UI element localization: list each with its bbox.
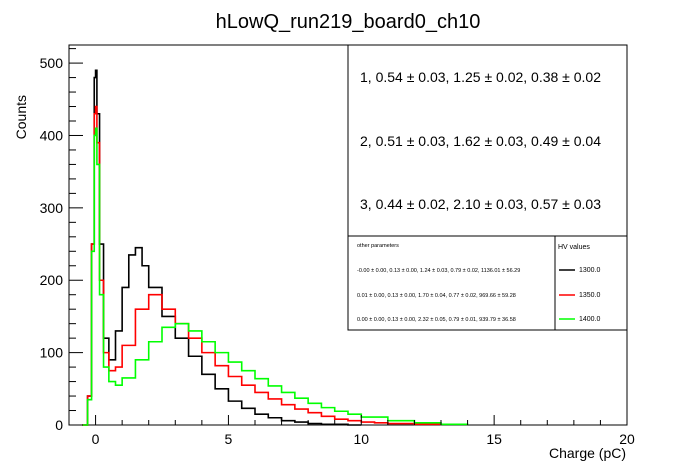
legend-entry-label: 1400.0 (579, 316, 601, 323)
series-layer (82, 69, 469, 426)
y-tick-label: 0 (55, 417, 63, 433)
chart-title: hLowQ_run219_board0_ch10 (216, 11, 481, 33)
fit-result-2: 2, 0.51 ± 0.03, 1.62 ± 0.03, 0.49 ± 0.04 (360, 133, 601, 149)
x-tick-label: 10 (353, 431, 369, 447)
x-tick-label: 5 (225, 431, 233, 447)
series-1400.0 (82, 127, 469, 426)
x-axis: 0 5 10 15 20 (68, 415, 635, 447)
legend-entries: 1300.0 1350.0 1400.0 (559, 267, 601, 323)
other-parameters-header: other parameters (357, 243, 399, 249)
y-tick-label: 400 (40, 127, 64, 143)
other-parameters-box (347, 235, 556, 331)
x-axis-label: Charge (pC) (549, 445, 626, 461)
fit-result-1: 1, 0.54 ± 0.03, 1.25 ± 0.02, 0.38 ± 0.02 (360, 69, 601, 85)
legend-box (554, 235, 628, 331)
other-parameters-row-3: 0.00 ± 0.00, 0.13 ± 0.00, 2.32 ± 0.05, 0… (357, 317, 516, 323)
y-tick-label: 100 (40, 345, 64, 361)
series-1300.0 (82, 69, 362, 426)
x-tick-label: 15 (486, 431, 502, 447)
legend-entry-label: 1300.0 (579, 267, 601, 274)
series-1350.0 (82, 105, 442, 426)
y-tick-label: 500 (40, 55, 64, 71)
x-tick-label: 0 (92, 431, 100, 447)
x-tick-label: 20 (619, 431, 635, 447)
other-parameters-row-2: 0.01 ± 0.00, 0.13 ± 0.00, 1.70 ± 0.04, 0… (357, 293, 516, 299)
y-tick-label: 300 (40, 200, 64, 216)
y-axis-label: Counts (13, 95, 29, 139)
y-axis: 0 100 200 300 400 500 (40, 48, 83, 433)
fit-result-3: 3, 0.44 ± 0.02, 2.10 ± 0.03, 0.57 ± 0.03 (360, 196, 601, 212)
fit-results-box (347, 44, 628, 237)
other-parameters-row-1: -0.00 ± 0.00, 0.13 ± 0.00, 1.24 ± 0.03, … (357, 268, 520, 274)
y-tick-label: 200 (40, 272, 64, 288)
legend-entry-label: 1350.0 (579, 292, 601, 299)
legend-header: HV values (558, 244, 590, 251)
